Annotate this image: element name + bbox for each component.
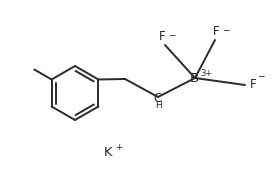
Text: F: F [159,30,165,43]
Text: −: − [222,25,230,34]
Text: H: H [155,101,161,110]
Text: −: − [168,30,176,39]
Text: C: C [154,92,162,104]
Text: K: K [104,147,112,159]
Text: 3+: 3+ [200,70,212,79]
Text: −: − [257,71,265,80]
Text: F: F [250,79,257,92]
Text: F: F [213,25,219,38]
Text: B: B [189,73,198,85]
Text: +: + [115,144,123,153]
